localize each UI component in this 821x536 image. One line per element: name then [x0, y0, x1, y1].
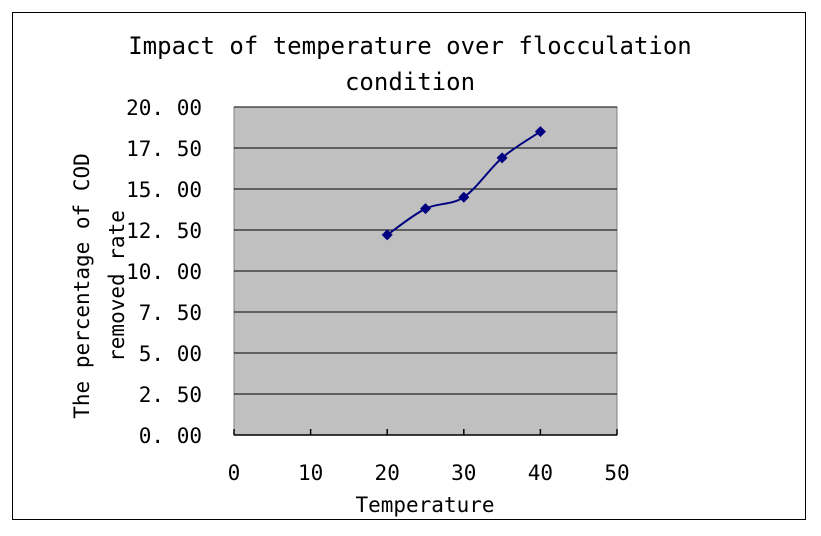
x-axis-label: Temperature	[355, 493, 494, 517]
y-tick-labels: 0. 00 2. 50 5. 00 7. 50 10. 00 12. 50 15. 00 17…	[126, 96, 202, 448]
y-tick-label: 12. 50	[126, 219, 202, 243]
y-tick-label: 17. 50	[126, 137, 202, 161]
y-tick-label: 5. 00	[139, 342, 202, 366]
y-tick-label: 15. 00	[126, 178, 202, 202]
data-markers	[381, 126, 546, 241]
y-axis-label-line-1: The percentage of COD	[70, 153, 94, 419]
y-tick-label: 10. 00	[126, 260, 202, 284]
data-point-marker	[496, 152, 508, 164]
y-tick-label: 0. 00	[139, 424, 202, 448]
x-tick-label: 30	[451, 461, 476, 485]
x-tick-label: 10	[298, 461, 323, 485]
chart-title-line-2: condition	[345, 68, 475, 96]
y-tick-label: 7. 50	[139, 301, 202, 325]
x-tick-label: 50	[604, 461, 629, 485]
y-axis-label: The percentage of COD removed rate	[70, 153, 129, 419]
data-point-marker	[381, 229, 393, 241]
data-point-marker	[458, 191, 470, 203]
x-tick-label: 0	[228, 461, 241, 485]
grid-lines	[234, 106, 617, 395]
x-tick-label: 40	[528, 461, 553, 485]
y-axis-label-line-2: removed rate	[105, 210, 129, 362]
x-tick-label: 20	[375, 461, 400, 485]
x-tick-labels: 0 10 20 30 40 50	[228, 461, 630, 485]
y-tick-label: 20. 00	[126, 96, 202, 120]
chart-title-line-1: Impact of temperature over flocculation	[128, 32, 692, 60]
data-point-marker	[420, 203, 431, 215]
y-tick-label: 2. 50	[139, 383, 202, 407]
x-axis	[233, 429, 618, 436]
data-point-marker	[534, 126, 546, 138]
